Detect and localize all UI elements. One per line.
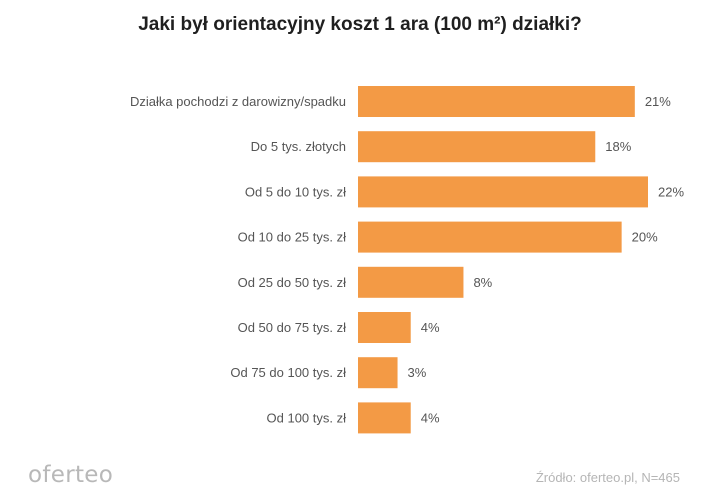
value-label: 8% [473, 275, 492, 290]
category-label: Od 100 tys. zł [267, 410, 347, 425]
category-label: Działka pochodzi z darowizny/spadku [130, 94, 346, 109]
value-label: 18% [605, 139, 631, 154]
category-label: Do 5 tys. złotych [251, 139, 346, 154]
value-label: 21% [645, 94, 671, 109]
value-label: 3% [408, 365, 427, 380]
bar [358, 86, 635, 117]
bar [358, 131, 596, 163]
bar [358, 312, 411, 343]
bar [358, 221, 622, 253]
bar [358, 176, 648, 208]
category-label: Od 75 do 100 tys. zł [230, 365, 346, 380]
category-label: Od 5 do 10 tys. zł [245, 184, 346, 199]
value-label: 22% [658, 184, 684, 199]
value-label: 4% [421, 410, 440, 425]
value-label: 20% [632, 230, 658, 245]
source-note: Źródło: oferteo.pl, N=465 [535, 470, 680, 485]
bar [358, 402, 411, 434]
bar [358, 357, 398, 389]
value-label: 4% [421, 320, 440, 335]
category-label: Od 25 do 50 tys. zł [238, 275, 347, 290]
category-label: Od 10 do 25 tys. zł [238, 230, 347, 245]
bar [358, 266, 464, 298]
category-label: Od 50 do 75 tys. zł [238, 320, 347, 335]
chart-title: Jaki był orientacyjny koszt 1 ara (100 m… [138, 14, 582, 35]
oferteo-logo: oferteo [28, 462, 114, 488]
